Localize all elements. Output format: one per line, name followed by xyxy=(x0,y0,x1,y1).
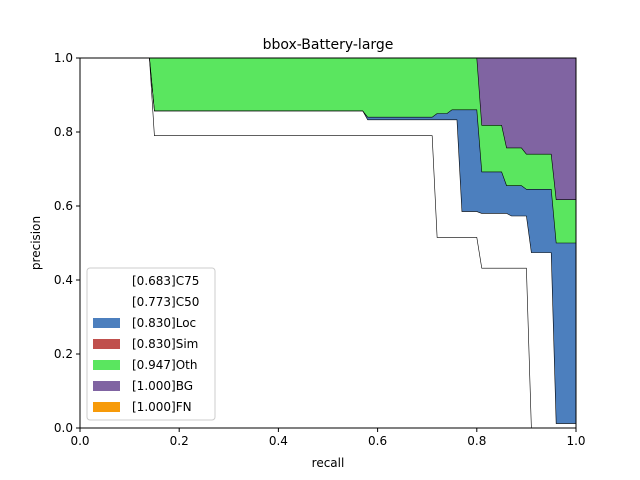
y-axis-ticks: 0.0 0.2 0.4 0.6 0.8 1.0 xyxy=(54,51,80,435)
legend-swatch-sim xyxy=(93,339,120,349)
y-tick-label: 0.8 xyxy=(54,125,73,139)
legend-swatch-bg xyxy=(93,381,120,391)
x-tick-label: 0.6 xyxy=(368,434,387,448)
y-tick-label: 0.6 xyxy=(54,199,73,213)
legend-swatch-c75 xyxy=(93,276,120,286)
x-tick-label: 0.0 xyxy=(70,434,89,448)
x-tick-label: 0.2 xyxy=(170,434,189,448)
x-axis-ticks: 0.0 0.2 0.4 0.6 0.8 1.0 xyxy=(70,428,586,448)
legend-label-fn: [1.000]FN xyxy=(132,400,192,414)
y-tick-label: 0.0 xyxy=(54,421,73,435)
y-axis-label: precision xyxy=(29,216,43,270)
y-tick-label: 0.4 xyxy=(54,273,73,287)
line-c75 xyxy=(80,57,576,429)
legend-swatch-fn xyxy=(93,402,120,412)
x-tick-label: 1.0 xyxy=(566,434,585,448)
line-oth xyxy=(80,57,576,201)
plot-frame xyxy=(79,57,577,429)
x-tick-label: 0.4 xyxy=(269,434,288,448)
legend-swatch-oth xyxy=(93,360,120,370)
legend-label-bg: [1.000]BG xyxy=(132,379,193,393)
y-tick-label: 0.2 xyxy=(54,347,73,361)
line-c50 xyxy=(80,57,576,424)
legend-swatch-c50 xyxy=(93,297,120,307)
legend-label-c75: [0.683]C75 xyxy=(132,274,199,288)
legend-label-loc: [0.830]Loc xyxy=(132,316,196,330)
y-tick-label: 1.0 xyxy=(54,51,73,65)
x-axis-label: recall xyxy=(312,456,345,470)
legend-label-sim: [0.830]Sim xyxy=(132,337,198,351)
chart-title: bbox-Battery-large xyxy=(263,37,394,53)
legend-label-c50: [0.773]C50 xyxy=(132,295,199,309)
legend-label-oth: [0.947]Oth xyxy=(132,358,197,372)
legend: [0.683]C75 [0.773]C50 [0.830]Loc [0.830]Sim… xyxy=(86,267,216,421)
legend-swatch-loc xyxy=(93,318,120,328)
x-tick-label: 0.8 xyxy=(467,434,486,448)
